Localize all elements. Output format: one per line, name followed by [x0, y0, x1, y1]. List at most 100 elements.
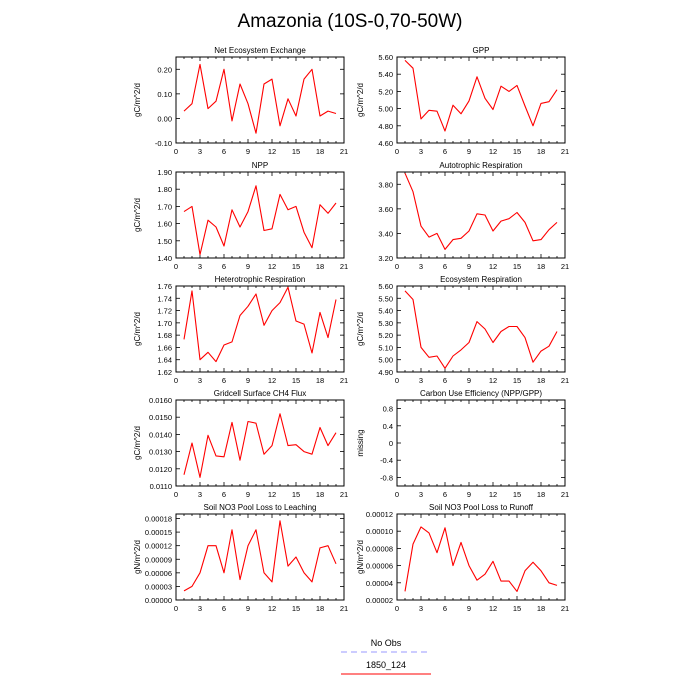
x-tick-label: 18 — [537, 147, 545, 156]
x-axis: 0 3 6 9 12 15 18 21 — [174, 57, 348, 156]
y-tick-label: 3.40 — [378, 229, 393, 238]
legend-label-no-obs: No Obs — [371, 638, 402, 648]
panel-soil-no3-pool-loss-to-runoff: Soil NO3 Pool Loss to Runoff 0 3 6 9 12 15 18 21… — [356, 503, 569, 613]
x-tick-label: 12 — [268, 147, 276, 156]
x-tick-label: 6 — [222, 490, 226, 499]
plot-frame — [175, 171, 345, 259]
x-tick-label: 0 — [395, 490, 399, 499]
x-tick-label: 12 — [489, 147, 497, 156]
y-tick-label: 1.60 — [157, 220, 172, 229]
x-tick-label: 15 — [513, 376, 521, 385]
panel-title: NPP — [252, 161, 268, 170]
x-tick-label: 9 — [467, 262, 471, 271]
y-tick-label: 0.0140 — [149, 430, 172, 439]
y-axis-label: gC/m^2/d — [133, 426, 142, 460]
x-tick-label: 0 — [395, 376, 399, 385]
x-tick-label: 21 — [561, 376, 569, 385]
y-tick-label: 0.00006 — [145, 569, 172, 578]
series-line-npp — [183, 185, 337, 256]
x-tick-label: 0 — [395, 147, 399, 156]
y-axis-label: missing — [356, 429, 365, 456]
legend: No Obs 1850_124 — [341, 638, 431, 675]
panel-soil-no3-pool-loss-to-leaching: Soil NO3 Pool Loss to Leaching 0 3 6 9 12 15 18… — [133, 503, 348, 613]
x-tick-label: 0 — [174, 604, 178, 613]
y-tick-label: 0.00012 — [366, 510, 393, 519]
x-tick-label: 12 — [489, 604, 497, 613]
panel-title: Soil NO3 Pool Loss to Leaching — [204, 503, 317, 512]
y-tick-label: 1.66 — [157, 343, 172, 352]
plot-frame — [175, 285, 345, 373]
x-tick-label: 9 — [246, 262, 250, 271]
x-tick-label: 3 — [198, 147, 202, 156]
x-tick-label: 6 — [222, 376, 226, 385]
y-tick-label: 1.74 — [157, 294, 172, 303]
x-tick-label: 3 — [419, 147, 423, 156]
x-tick-label: 12 — [489, 376, 497, 385]
series-line-heterotrophic-respiration — [183, 286, 337, 363]
panel-title: Autotrophic Respiration — [439, 161, 522, 170]
y-tick-label: 0.00012 — [145, 542, 172, 551]
x-tick-label: 0 — [395, 262, 399, 271]
y-tick-label: 1.68 — [157, 331, 172, 340]
plot-frame — [396, 399, 566, 487]
y-axis-label: gC/m^2/d — [356, 83, 365, 117]
y-tick-label: 4.60 — [378, 139, 393, 148]
series-line-net-ecosystem-exchange — [183, 63, 337, 134]
y-tick-label: 0.0110 — [150, 482, 172, 491]
x-tick-label: 6 — [222, 604, 226, 613]
y-tick-label: 5.40 — [378, 307, 393, 316]
y-tick-label: 0.0160 — [149, 396, 172, 405]
x-tick-label: 15 — [292, 490, 300, 499]
x-axis: 0 3 6 9 12 15 18 21 — [174, 172, 348, 271]
y-tick-label: 1.90 — [157, 168, 172, 177]
x-tick-label: 18 — [537, 262, 545, 271]
x-tick-label: 3 — [198, 262, 202, 271]
x-tick-label: 9 — [246, 490, 250, 499]
y-axis: 0.00000 0.00003 0.00006 0.00009 0.00012 0.000… — [133, 515, 344, 605]
y-tick-label: 0.0130 — [149, 448, 172, 457]
y-tick-label: 1.80 — [157, 185, 172, 194]
y-axis: 1.40 1.50 1.60 1.70 1.80 1.90 gC/m^2/d — [133, 168, 344, 263]
x-tick-label: 6 — [443, 262, 447, 271]
y-tick-label: 5.60 — [378, 53, 393, 62]
x-tick-label: 21 — [561, 262, 569, 271]
x-tick-label: 12 — [268, 490, 276, 499]
y-tick-label: 0.10 — [157, 90, 172, 99]
y-tick-label: 1.76 — [157, 282, 172, 291]
plot-frame — [396, 171, 566, 259]
y-tick-label: 0.0150 — [149, 413, 172, 422]
x-tick-label: 18 — [537, 490, 545, 499]
plot-frame — [175, 513, 345, 601]
x-tick-label: 21 — [561, 147, 569, 156]
y-axis-label: gN/m^2/d — [356, 540, 365, 574]
x-tick-label: 21 — [340, 262, 348, 271]
y-tick-label: 3.80 — [378, 180, 393, 189]
series-line-soil-no3-pool-loss-to-runoff — [404, 526, 558, 592]
y-axis: 1.62 1.64 1.66 1.68 1.70 1.72 1.74 1.76 gC/m^2/d — [133, 282, 344, 377]
series-line-autotrophic-respiration — [404, 172, 558, 250]
panel-carbon-use-efficiency-npp-gpp: Carbon Use Efficiency (NPP/GPP) 0 3 6 9 12 15 1… — [356, 389, 569, 499]
x-tick-label: 15 — [292, 147, 300, 156]
y-tick-label: 5.10 — [378, 343, 393, 352]
x-tick-label: 15 — [513, 604, 521, 613]
y-tick-label: 1.64 — [157, 356, 172, 365]
x-axis: 0 3 6 9 12 15 18 21 — [174, 400, 348, 499]
y-axis-label: gC/m^2/d — [356, 312, 365, 346]
x-tick-label: 9 — [467, 604, 471, 613]
x-tick-label: 9 — [246, 376, 250, 385]
x-tick-label: 3 — [419, 376, 423, 385]
x-tick-label: 21 — [340, 376, 348, 385]
x-tick-label: 18 — [537, 376, 545, 385]
y-axis: 0.00002 0.00004 0.00006 0.00008 0.00010 0.000… — [356, 510, 565, 605]
x-tick-label: 12 — [268, 604, 276, 613]
x-tick-label: 9 — [467, 376, 471, 385]
y-tick-label: 0.00006 — [366, 562, 393, 571]
x-tick-label: 3 — [419, 604, 423, 613]
plot-frame — [396, 56, 566, 144]
x-axis: 0 3 6 9 12 15 18 21 — [174, 286, 348, 385]
